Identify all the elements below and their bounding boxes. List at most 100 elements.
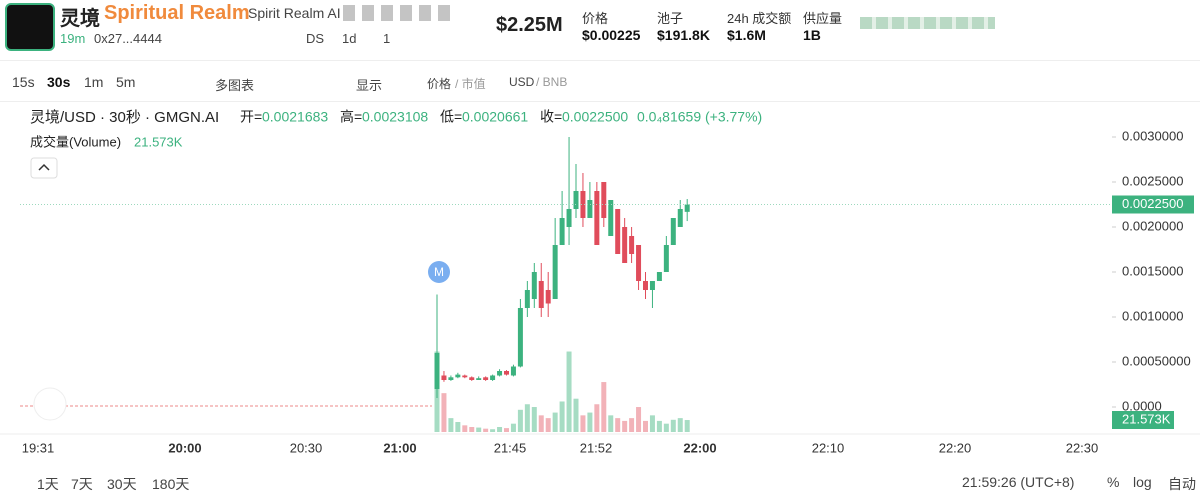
range[interactable]: 1天: [37, 476, 59, 492]
candle-body: [538, 281, 544, 308]
volume-value: 21.573K: [134, 134, 183, 149]
legend-label: 低=: [440, 109, 462, 125]
volume-bar: [670, 419, 676, 432]
x-tick-label: 21:52: [580, 440, 613, 455]
candle-body: [580, 191, 586, 218]
interval[interactable]: 15s: [12, 74, 35, 90]
token-subtitle: Spirit Realm AI: [248, 5, 341, 21]
candle-body: [448, 377, 454, 380]
interval[interactable]: 30s: [47, 74, 71, 90]
candle-body: [504, 371, 509, 375]
candle-body: [531, 272, 537, 299]
legend-label: 高=: [340, 109, 362, 125]
toolbar-divider: [0, 60, 1200, 61]
last-volume-tag: [1112, 411, 1174, 429]
display[interactable]: 显示: [356, 78, 383, 93]
candle-body: [670, 218, 676, 245]
logo: [5, 3, 55, 51]
auto-toggle[interactable]: 自动: [1168, 476, 1196, 492]
volume-bar: [469, 427, 475, 432]
volume-bar: [677, 418, 683, 432]
candle-body: [441, 375, 447, 380]
y-tick-label: 0.0000: [1122, 398, 1162, 413]
candle-body: [552, 245, 558, 299]
stat-value: 1B: [803, 27, 821, 43]
stat-label: 24h 成交额: [727, 11, 792, 26]
candle-body: [608, 200, 614, 236]
candle-body: [566, 209, 572, 227]
volume-bar: [490, 429, 496, 432]
market-cap: $2.25M: [496, 14, 563, 36]
volume-bar: [545, 418, 551, 432]
legend-value: 0.0022500: [562, 109, 628, 125]
volume-bar: [656, 420, 662, 432]
volume-bar: [629, 418, 635, 432]
range[interactable]: 7天: [71, 476, 93, 492]
stat-value: $0.00225: [582, 27, 641, 43]
mcap[interactable]: / 市值: [455, 77, 486, 91]
volume-bar: [684, 420, 690, 432]
candle-body: [622, 227, 628, 263]
volume-bar: [497, 427, 503, 432]
age: 19m: [60, 31, 86, 46]
last-price-label: 0.0022500: [1122, 196, 1183, 211]
volume-bar: [643, 420, 648, 432]
x-tick-label: 22:00: [683, 440, 716, 455]
tv-logo: [33, 387, 67, 421]
percent-toggle[interactable]: %: [1107, 474, 1120, 490]
candle-body: [469, 377, 475, 380]
volume-bar: [455, 422, 461, 432]
range[interactable]: 180天: [152, 476, 190, 492]
event-marker-label: M: [434, 265, 444, 279]
volume-bar: [476, 427, 482, 432]
candle-body: [684, 204, 690, 212]
range[interactable]: 30天: [107, 476, 137, 492]
volume-bar: [504, 428, 509, 432]
event-marker: [428, 261, 450, 283]
volume-bar: [517, 409, 523, 432]
collapse-icon: [38, 163, 50, 171]
last-volume-label: 21.573K: [1122, 411, 1171, 426]
y-tick-label: 0.0025000: [1122, 173, 1183, 188]
bnb[interactable]: / BNB: [536, 75, 568, 89]
candle-body: [573, 191, 579, 209]
volume-bar: [552, 412, 558, 432]
y-tick-label: 0.0020000: [1122, 218, 1183, 233]
x-tick-label: 20:30: [290, 440, 323, 455]
usd[interactable]: USD: [509, 75, 535, 89]
collapse-button[interactable]: [30, 157, 58, 179]
log-toggle[interactable]: log: [1133, 474, 1152, 490]
y-tick-label: 0.00050000: [1122, 353, 1191, 368]
period: 1d: [342, 31, 357, 46]
crown-count: 1: [383, 31, 391, 46]
token-name: 灵境: [60, 8, 100, 30]
price[interactable]: 价格: [427, 77, 452, 91]
interval[interactable]: 5m: [116, 74, 136, 90]
volume-bar: [587, 412, 593, 432]
candle-body: [663, 245, 669, 272]
candle-body: [601, 182, 607, 218]
stat-value: $191.8K: [657, 27, 710, 43]
multi-chart[interactable]: 多图表: [215, 78, 255, 93]
y-tick-label: 0.0010000: [1122, 308, 1183, 323]
candle-body: [517, 308, 523, 367]
volume-bar: [601, 382, 607, 432]
candle-body: [462, 375, 468, 378]
volume-bar: [636, 407, 642, 432]
volume-bar: [510, 423, 516, 432]
interval[interactable]: 1m: [84, 74, 104, 90]
volume-bar: [462, 425, 468, 432]
candle-body: [677, 209, 683, 227]
candle-body: [434, 353, 440, 389]
candle-body: [636, 245, 642, 281]
candle-body: [545, 290, 551, 304]
legend-value: 0.0020661: [462, 109, 528, 125]
volume-bar: [649, 415, 655, 432]
candle-body: [510, 366, 516, 376]
candle-body: [587, 200, 593, 218]
volume-bar: [608, 415, 614, 432]
last-price-tag: [1112, 195, 1194, 214]
candle-body: [656, 272, 662, 281]
candle-body: [594, 191, 600, 245]
